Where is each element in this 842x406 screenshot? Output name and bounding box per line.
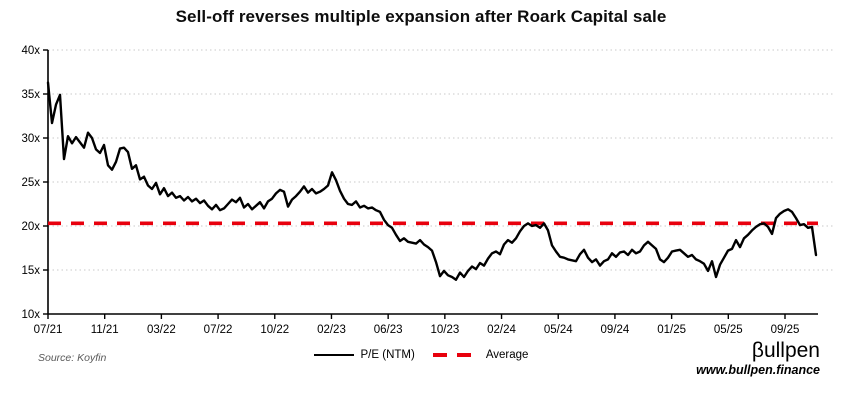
- x-tick-label: 09/24: [601, 324, 630, 336]
- pe-line-swatch: [313, 353, 354, 357]
- y-tick-label: 10x: [21, 309, 40, 321]
- x-tick-label: 02/24: [487, 324, 516, 336]
- pe-line: [46, 81, 818, 281]
- brand-block: βullpen www.bullpen.finance: [696, 339, 820, 378]
- x-tick-label: 11/21: [91, 324, 119, 336]
- average-line-swatch: [432, 353, 479, 357]
- x-tick-label: 05/25: [714, 324, 743, 336]
- x-tick-label: 10/23: [430, 324, 459, 336]
- brand-logo: βullpen: [751, 339, 820, 362]
- plot-area: 40x 35x 30x 25x 20x 15x 10x 07/21 11/21 03/22 07/2…: [21, 45, 834, 336]
- x-tick-label: 02/23: [317, 324, 346, 336]
- x-tick-label: 07/21: [34, 324, 63, 336]
- legend-label-average: Average: [485, 349, 529, 361]
- y-tick-label: 15x: [21, 265, 40, 277]
- legend: P/E (NTM) Average: [0, 349, 842, 361]
- legend-item-pe: P/E (NTM): [313, 349, 415, 361]
- y-tick-label: 20x: [21, 221, 40, 233]
- y-tick-label: 25x: [21, 177, 40, 189]
- x-tick-label: 05/24: [544, 324, 573, 336]
- y-tick-label: 35x: [21, 89, 40, 101]
- x-tick-label: 06/23: [374, 324, 403, 336]
- x-tick-label: 09/25: [771, 324, 800, 336]
- x-tick-label: 03/22: [147, 324, 176, 336]
- legend-item-average: Average: [432, 349, 529, 361]
- y-tick-label: 40x: [21, 45, 40, 57]
- source-note: Source: Koyfin: [38, 352, 107, 364]
- x-tick-label: 10/22: [260, 324, 289, 336]
- legend-label-pe: P/E (NTM): [360, 349, 415, 361]
- x-tick-label: 01/25: [657, 324, 686, 336]
- y-tick-label: 30x: [21, 133, 40, 145]
- chart-title: Sell-off reverses multiple expansion aft…: [175, 7, 667, 26]
- x-tick-label: 07/22: [204, 324, 233, 336]
- brand-url: www.bullpen.finance: [696, 363, 820, 377]
